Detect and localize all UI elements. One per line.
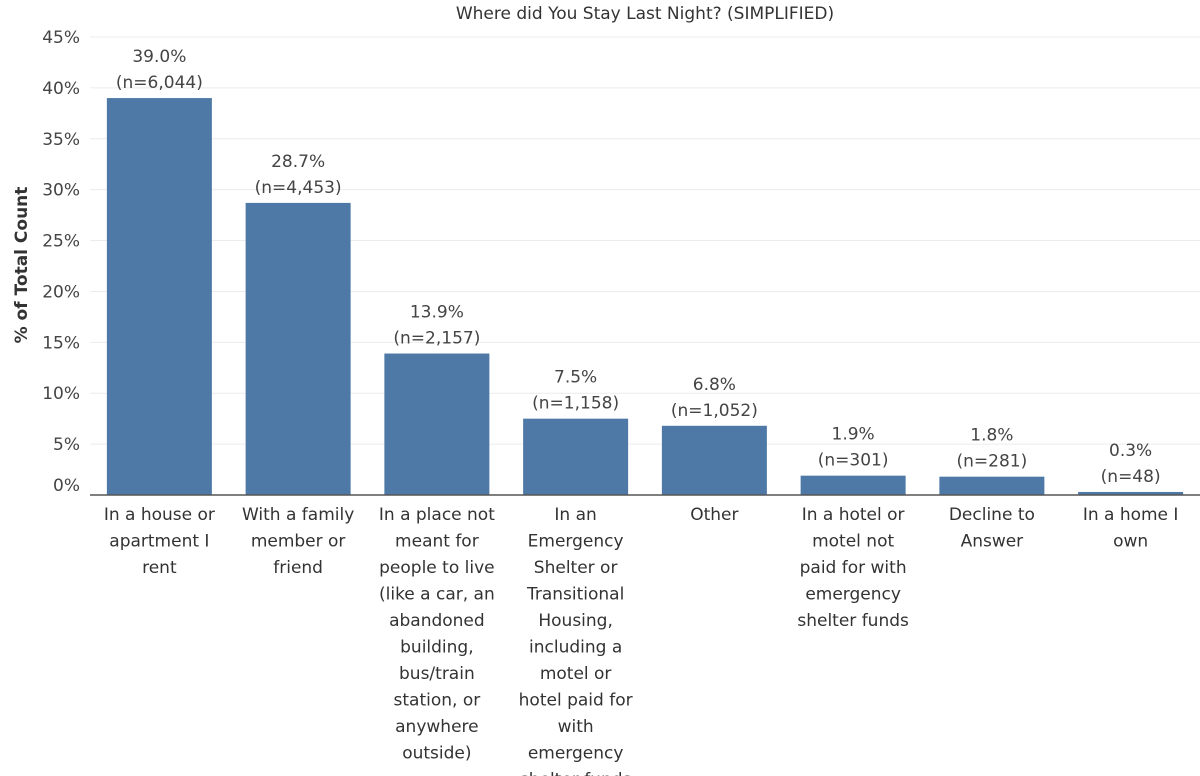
bars [106,98,1184,496]
bar-percent-label: 1.8% [970,426,1013,446]
bar-count-label: (n=301) [818,451,889,471]
bar-percent-label: 1.9% [832,425,875,445]
y-tick-label: 20% [42,282,80,302]
y-tick-label: 5% [53,435,80,455]
bar [245,202,351,496]
bar-count-label: (n=281) [957,452,1028,472]
bar-count-label: (n=4,453) [255,178,342,198]
bar [106,98,212,496]
bar-percent-label: 7.5% [554,368,597,388]
category-label: With a family member or friend [242,505,354,578]
y-tick-label: 35% [42,130,80,150]
bar [800,475,906,495]
bar-count-label: (n=1,052) [671,401,758,421]
bar-percent-label: 6.8% [693,375,736,395]
y-tick-label: 30% [42,181,80,201]
y-tick-label: 45% [42,28,80,48]
bar [661,425,767,495]
category-label: In a hotel or motel not paid for with emerg… [797,505,909,631]
bar-percent-label: 13.9% [410,303,464,323]
bar-percent-label: 28.7% [271,152,325,172]
y-axis-label: % of Total Count [12,187,32,344]
y-tick-label: 15% [42,333,80,353]
bar [523,418,629,495]
y-axis-ticks: 0% 5% 10% 15% 20% 25% 30% 35% 40% 45% [42,28,80,496]
category-label: Other [690,505,738,525]
category-label: Decline to Answer [949,505,1035,552]
bar-count-label: (n=6,044) [116,73,203,93]
y-tick-label: 40% [42,79,80,99]
bar-count-label: (n=2,157) [393,329,480,349]
bar-percent-label: 39.0% [132,47,186,67]
chart-title: Where did You Stay Last Night? (SIMPLIFI… [456,4,834,24]
y-tick-label: 0% [53,476,80,496]
data-labels: 39.0% (n=6,044) 28.7% (n=4,453) 13.9% (n=2,15… [116,47,1161,487]
bar [939,476,1045,495]
bar-percent-label: 0.3% [1109,441,1152,461]
category-label: In an Emergency Shelter or Transitional Hous… [519,505,633,776]
bar-count-label: (n=48) [1101,467,1161,487]
y-tick-label: 25% [42,232,80,252]
category-label: In a place not meant for people to live (li… [379,505,495,764]
bar [384,353,490,495]
y-tick-label: 10% [42,384,80,404]
bar-count-label: (n=1,158) [532,394,619,414]
bar [1078,491,1184,495]
